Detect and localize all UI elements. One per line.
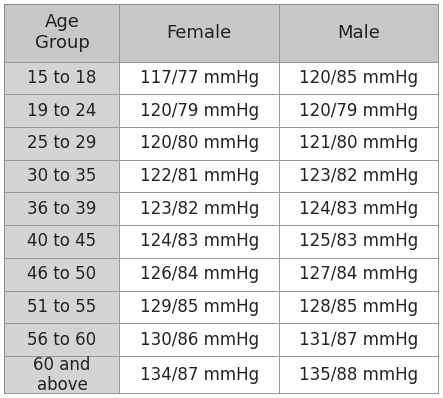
Bar: [4, 323, 120, 356]
Text: Male: Male: [338, 24, 380, 42]
Bar: [4, 356, 120, 394]
Bar: [279, 323, 439, 356]
Text: 135/88 mmHg: 135/88 mmHg: [299, 366, 418, 384]
Text: 123/82 mmHg: 123/82 mmHg: [299, 167, 419, 185]
Text: 131/87 mmHg: 131/87 mmHg: [299, 330, 419, 349]
Bar: [4, 94, 120, 127]
Text: 120/80 mmHg: 120/80 mmHg: [140, 135, 259, 152]
Text: 128/85 mmHg: 128/85 mmHg: [299, 298, 418, 316]
Bar: [120, 225, 279, 258]
Text: 36 to 39: 36 to 39: [27, 200, 97, 218]
Text: 124/83 mmHg: 124/83 mmHg: [140, 232, 259, 250]
Text: 15 to 18: 15 to 18: [27, 69, 97, 87]
Text: 46 to 50: 46 to 50: [27, 265, 97, 283]
Text: 122/81 mmHg: 122/81 mmHg: [140, 167, 259, 185]
Text: 121/80 mmHg: 121/80 mmHg: [299, 135, 419, 152]
Text: Female: Female: [167, 24, 232, 42]
Bar: [279, 160, 439, 193]
Bar: [120, 160, 279, 193]
Text: 123/82 mmHg: 123/82 mmHg: [140, 200, 259, 218]
Bar: [279, 258, 439, 291]
Text: Age
Group: Age Group: [35, 14, 89, 52]
Text: 125/83 mmHg: 125/83 mmHg: [299, 232, 419, 250]
Bar: [4, 160, 120, 193]
Bar: [120, 258, 279, 291]
Text: 51 to 55: 51 to 55: [27, 298, 97, 316]
Text: 134/87 mmHg: 134/87 mmHg: [140, 366, 259, 384]
Bar: [120, 127, 279, 160]
Bar: [279, 127, 439, 160]
Bar: [4, 127, 120, 160]
Bar: [120, 62, 279, 94]
Bar: [279, 62, 439, 94]
Text: 56 to 60: 56 to 60: [27, 330, 97, 349]
Bar: [279, 193, 439, 225]
Text: 130/86 mmHg: 130/86 mmHg: [140, 330, 259, 349]
Text: 25 to 29: 25 to 29: [27, 135, 97, 152]
Text: 126/84 mmHg: 126/84 mmHg: [140, 265, 259, 283]
Text: 120/85 mmHg: 120/85 mmHg: [299, 69, 418, 87]
Text: 120/79 mmHg: 120/79 mmHg: [299, 102, 418, 120]
Bar: [4, 225, 120, 258]
Bar: [120, 323, 279, 356]
Bar: [120, 94, 279, 127]
Text: 129/85 mmHg: 129/85 mmHg: [140, 298, 259, 316]
Bar: [4, 258, 120, 291]
Bar: [120, 356, 279, 394]
Text: 60 and
above: 60 and above: [33, 355, 91, 394]
Bar: [120, 4, 279, 62]
Bar: [4, 193, 120, 225]
Bar: [279, 4, 439, 62]
Text: 30 to 35: 30 to 35: [27, 167, 97, 185]
Bar: [279, 356, 439, 394]
Bar: [120, 193, 279, 225]
Text: 124/83 mmHg: 124/83 mmHg: [299, 200, 419, 218]
Bar: [4, 291, 120, 323]
Bar: [4, 4, 120, 62]
Bar: [120, 291, 279, 323]
Text: 117/77 mmHg: 117/77 mmHg: [140, 69, 259, 87]
Bar: [4, 62, 120, 94]
Text: 19 to 24: 19 to 24: [27, 102, 97, 120]
Text: 120/79 mmHg: 120/79 mmHg: [140, 102, 259, 120]
Bar: [279, 225, 439, 258]
Bar: [279, 291, 439, 323]
Text: 127/84 mmHg: 127/84 mmHg: [299, 265, 418, 283]
Text: 40 to 45: 40 to 45: [27, 232, 97, 250]
Bar: [279, 94, 439, 127]
